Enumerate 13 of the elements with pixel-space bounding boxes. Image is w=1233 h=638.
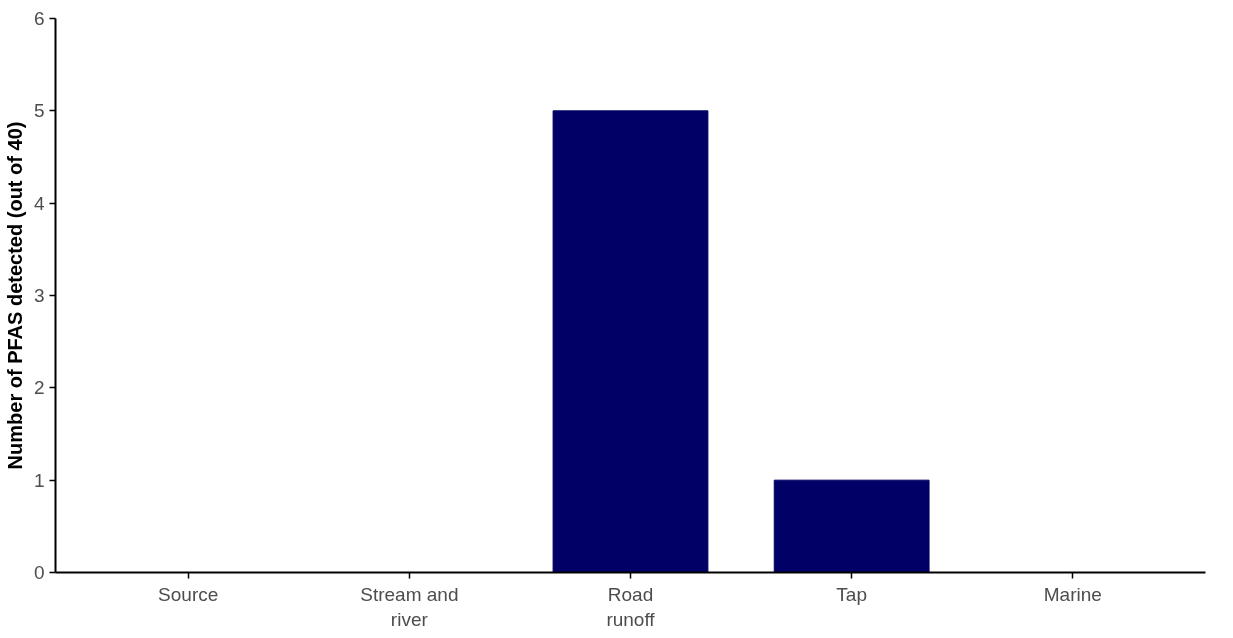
x-tick-label: Source [158, 583, 219, 605]
x-tick-label: Marine [1043, 583, 1102, 605]
y-tick-label: 4 [33, 192, 45, 214]
x-tick-label: Road runoff [606, 583, 656, 630]
y-tick-label: 0 [33, 562, 45, 583]
y-tick-label: 3 [33, 285, 45, 306]
y-tick-label: 5 [33, 100, 45, 122]
x-tick-label: Stream and river [360, 583, 459, 630]
y-axis-title: Number of PFAS detected (out of 40) [3, 121, 26, 470]
y-tick-label: 2 [33, 377, 45, 399]
y-tick-label: 1 [33, 469, 45, 491]
x-tick-label: Tap [836, 583, 867, 605]
y-tick-label: 6 [33, 8, 45, 29]
